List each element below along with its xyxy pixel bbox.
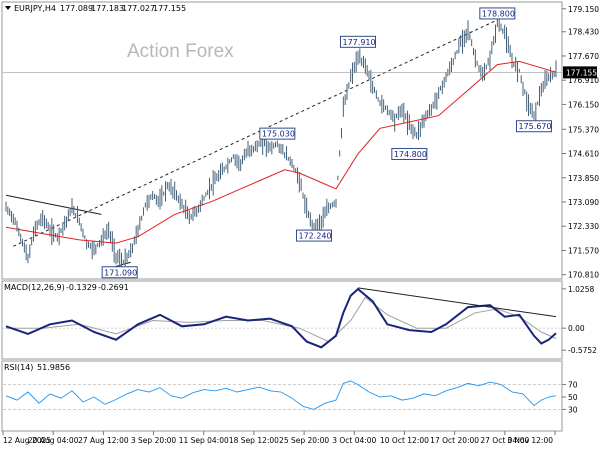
macd-signal-value: -0.2691 xyxy=(98,283,129,292)
open-value: 177.089 xyxy=(60,4,93,13)
price-y-axis: 179.150 178.430 177.670 176.910 176.150 175.3… xyxy=(562,5,599,280)
rsi-lines xyxy=(3,380,562,410)
rsi-line xyxy=(5,380,557,410)
macd-line xyxy=(5,287,557,349)
price-annotation-label: 178.800 xyxy=(482,9,515,18)
price-y-tick-label: 176.910 xyxy=(568,76,599,85)
price-annotation-box xyxy=(479,7,516,20)
price-y-tick-label: 178.430 xyxy=(568,28,599,37)
price-annotation-box xyxy=(340,35,376,48)
price-y-tick-label: 173.850 xyxy=(568,174,599,183)
time-axis-label: 12 Aug 2025 xyxy=(3,436,51,445)
price-y-tick-label: 177.670 xyxy=(568,52,599,61)
price-annotation-label: 172.240 xyxy=(299,232,332,241)
macd-y-tick-label: 1.0258 xyxy=(568,285,594,294)
macd-trendline xyxy=(357,287,557,318)
macd-header: MACD(12,26,9) -0.1329 -0.2691 xyxy=(4,283,129,292)
price-trendline xyxy=(13,19,498,247)
price-annotation-box xyxy=(391,147,428,160)
price-y-tick-label: 170.810 xyxy=(568,271,599,280)
macd-signal-line xyxy=(6,296,557,343)
rsi-title: RSI(14) xyxy=(4,363,33,372)
time-axis-label: 20 Aug 04:00 xyxy=(28,436,79,445)
price-y-tick-label: 172.330 xyxy=(568,222,599,231)
dropdown-triangle-icon[interactable] xyxy=(5,6,11,10)
time-axis-label: 27 Oct 04:00 xyxy=(480,436,529,445)
close-value: 177.155 xyxy=(153,4,186,13)
price-annotations: 171.090 175.030 172.240 177.910 174.800 178.8… xyxy=(101,7,552,279)
price-annotation-box xyxy=(101,266,138,279)
macd-y-tick-label: -0.5752 xyxy=(568,346,597,355)
macd-title: MACD(12,26,9) xyxy=(4,283,65,292)
high-value: 177.183 xyxy=(91,4,124,13)
moving-average xyxy=(3,60,562,244)
price-annotation-label: 175.030 xyxy=(262,130,295,139)
macd-panel-frame xyxy=(1,280,563,360)
rsi-value: 51.9856 xyxy=(37,363,70,372)
rsi-y-tick-label: 50 xyxy=(568,393,578,402)
price-trendline xyxy=(5,194,102,215)
price-annotation-label: 174.800 xyxy=(394,150,427,159)
time-axis-label: 10 Oct 12:00 xyxy=(380,436,429,445)
watermark: Action Forex xyxy=(127,41,234,62)
price-annotation-box xyxy=(516,120,552,133)
price-annotation-label: 175.670 xyxy=(519,122,552,131)
rsi-panel-frame xyxy=(1,360,563,432)
price-annotation-box xyxy=(296,229,332,242)
price-y-tick-label: 173.090 xyxy=(568,198,599,207)
price-annotation-label: 171.090 xyxy=(104,268,137,277)
price-annotation-label: 177.910 xyxy=(343,38,376,47)
price-annotation-box xyxy=(259,127,296,140)
price-y-tick-label: 179.150 xyxy=(568,5,599,14)
time-axis-label: 17 Oct 20:00 xyxy=(430,436,479,445)
rsi-y-tick-label: 30 xyxy=(568,405,578,414)
symbol-label: EURJPY,H4 xyxy=(14,4,56,13)
price-y-tick-label: 175.370 xyxy=(568,125,599,134)
time-axis-label: 11 Sep 04:00 xyxy=(179,436,229,445)
price-y-tick-label: 171.570 xyxy=(568,246,599,255)
price-y-tick-label: 174.610 xyxy=(568,150,599,159)
time-axis-label: 27 Aug 12:00 xyxy=(78,436,129,445)
macd-y-axis: 1.0258 0.00 -0.5752 xyxy=(562,285,597,355)
price-y-tick-label: 176.150 xyxy=(568,100,599,109)
rsi-y-axis: 70 50 30 xyxy=(562,381,578,414)
low-value: 177.027 xyxy=(122,4,155,13)
rsi-header: RSI(14) 51.9856 xyxy=(4,363,70,372)
moving-average-line xyxy=(5,60,557,244)
macd-lines xyxy=(3,287,562,349)
time-axis-label: 25 Sep 20:00 xyxy=(279,436,329,445)
rsi-y-tick-label: 70 xyxy=(568,381,578,390)
price-header: EURJPY,H4 177.089 177.183 177.027 177.15… xyxy=(5,4,186,13)
time-axis-label: 3 Nov 12:00 xyxy=(507,436,553,445)
price-bars xyxy=(5,17,557,268)
time-axis-label: 3 Oct 04:00 xyxy=(332,436,376,445)
current-price-tag xyxy=(563,66,597,79)
price-panel-frame xyxy=(1,1,563,280)
time-axis-label: 3 Sep 20:00 xyxy=(131,436,177,445)
macd-value: -0.1329 xyxy=(66,283,97,292)
current-price-label: 177.155 xyxy=(566,68,597,77)
macd-y-tick-label: 0.00 xyxy=(568,324,585,333)
time-axis-label: 18 Sep 12:00 xyxy=(229,436,279,445)
